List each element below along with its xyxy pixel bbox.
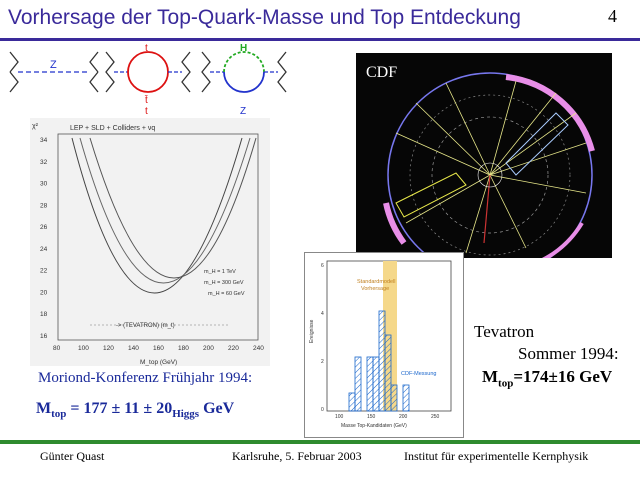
chi2-xtick-label: 140 xyxy=(128,345,139,352)
hist-xtick-label: 200 xyxy=(399,414,408,420)
antitop-label: t̄ xyxy=(144,94,148,106)
chi2-curve-1tev xyxy=(71,137,243,294)
feynman-diagrams: Z t t̄ t H Z xyxy=(9,43,287,117)
mtop-moriond: Mtop = 177 ± 11 ± 20Higgs GeV xyxy=(36,400,235,421)
chi2-xtick-label: 100 xyxy=(78,345,89,352)
chi2-frame xyxy=(57,133,259,341)
band-label: -> (TEVATRON) (m_t) xyxy=(116,323,175,329)
curve-label-2: m_H = 300 GeV xyxy=(204,280,244,286)
top-label: t xyxy=(145,43,148,54)
footer-divider xyxy=(0,440,640,444)
jet-cone-left xyxy=(395,172,467,218)
cdf-label: CDF xyxy=(366,64,397,81)
curve-label-1: m_H = 1 TeV xyxy=(204,269,236,275)
title-divider xyxy=(0,38,640,41)
tevatron-title: Tevatron xyxy=(474,322,535,341)
chi2-ytick-label: 34 xyxy=(40,137,48,144)
chi2-xlabel: M_top (GeV) xyxy=(140,359,177,366)
moriond-caption: Moriond-Konferenz Frühjahr 1994: xyxy=(38,370,253,386)
histogram-bar xyxy=(402,384,410,412)
chi2-y-ticks: 34 32 30 28 26 24 22 20 18 16 xyxy=(40,137,48,340)
histogram-bar xyxy=(348,392,356,412)
curve-label-3: m_H = 60 GeV xyxy=(208,291,245,297)
footer-institute: Institut für experimentelle Kernphysik xyxy=(404,449,589,463)
chi2-ytick-label: 28 xyxy=(40,202,48,209)
higgs-loop xyxy=(201,51,287,93)
chi2-ytick-label: 32 xyxy=(40,159,48,166)
hist-ytick-label: 4 xyxy=(321,311,324,317)
mtop-tevatron: Mtop=174±16 GeV xyxy=(482,367,613,390)
chi2-xtick-label: 200 xyxy=(203,345,214,352)
chi2-ylabel: χ² xyxy=(32,123,39,130)
hist-xtick-label: 250 xyxy=(431,414,440,420)
chi2-header: LEP + SLD + Colliders + νq xyxy=(70,125,155,132)
chi2-xtick-label: 120 xyxy=(103,345,114,352)
chi2-ytick-label: 18 xyxy=(40,311,48,318)
hist-xtick-label: 150 xyxy=(367,414,376,420)
band-label-2: Vorhersage xyxy=(361,286,389,292)
particle-tracks xyxy=(395,80,587,254)
chi2-ytick-label: 26 xyxy=(40,224,48,231)
tevatron-date: Sommer 1994: xyxy=(518,344,619,363)
hist-xlabel: Masse Top-Kandidaten (GeV) xyxy=(341,423,407,429)
histogram-bar xyxy=(390,384,398,412)
chi2-ytick-label: 24 xyxy=(40,246,48,253)
cdf-event-display: CDF xyxy=(356,53,612,258)
slide-title: Vorhersage der Top-Quark-Masse und Top E… xyxy=(8,6,521,29)
histogram-bar xyxy=(378,310,386,412)
histogram-bar xyxy=(366,356,374,412)
hist-xtick-label: 100 xyxy=(335,414,344,420)
page-number: 4 xyxy=(608,6,617,26)
chi2-ytick-label: 20 xyxy=(40,289,48,296)
histogram-bar xyxy=(354,356,362,412)
detector-outer-ring xyxy=(387,72,593,258)
chi2-ytick-label: 30 xyxy=(40,181,48,188)
histogram-bar xyxy=(384,334,392,412)
chi2-ytick-label: 16 xyxy=(40,333,48,340)
top-loop xyxy=(105,51,191,93)
chi2-x-ticks: 80 100 120 140 160 180 200 220 240 xyxy=(53,345,264,352)
histogram-bar xyxy=(372,356,380,412)
hist-legend: CDF-Messung xyxy=(401,371,436,377)
mass-histogram: Standardmodell Vorhersage 100 150 200 250 0 2… xyxy=(304,252,464,438)
jet-cone-right xyxy=(505,112,569,176)
z-propagator xyxy=(9,51,99,93)
svg-text:t: t xyxy=(145,106,148,117)
chi2-xtick-label: 180 xyxy=(178,345,189,352)
higgs-z-label: Z xyxy=(240,106,246,117)
footer-place-date: Karlsruhe, 5. Februar 2003 xyxy=(232,449,362,463)
calorimeter-arc-top xyxy=(505,74,595,152)
chi2-curve-300gev xyxy=(79,137,251,284)
histogram-bars: 100 150 200 250 0 2 4 6 xyxy=(321,263,440,420)
hist-ytick-label: 0 xyxy=(321,407,324,413)
z-label: Z xyxy=(50,59,57,71)
chi2-curve-60gev xyxy=(89,137,257,279)
higgs-label: H xyxy=(240,43,247,54)
chi2-xtick-label: 240 xyxy=(253,345,264,352)
chi2-ytick-label: 22 xyxy=(40,268,48,275)
chi2-xtick-label: 220 xyxy=(228,345,239,352)
hist-ylabel: Ereignisse xyxy=(309,319,315,343)
calorimeter-arc-left xyxy=(383,202,407,245)
footer-author: Günter Quast xyxy=(40,449,105,463)
chi2-plot: LEP + SLD + Colliders + νq χ² 34 32 30 28 26… xyxy=(30,118,270,366)
hist-ytick-label: 2 xyxy=(321,359,324,365)
hist-ytick-label: 6 xyxy=(321,263,324,269)
chi2-xtick-label: 160 xyxy=(153,345,164,352)
band-label-1: Standardmodell xyxy=(357,279,396,285)
chi2-xtick-label: 80 xyxy=(53,345,61,352)
